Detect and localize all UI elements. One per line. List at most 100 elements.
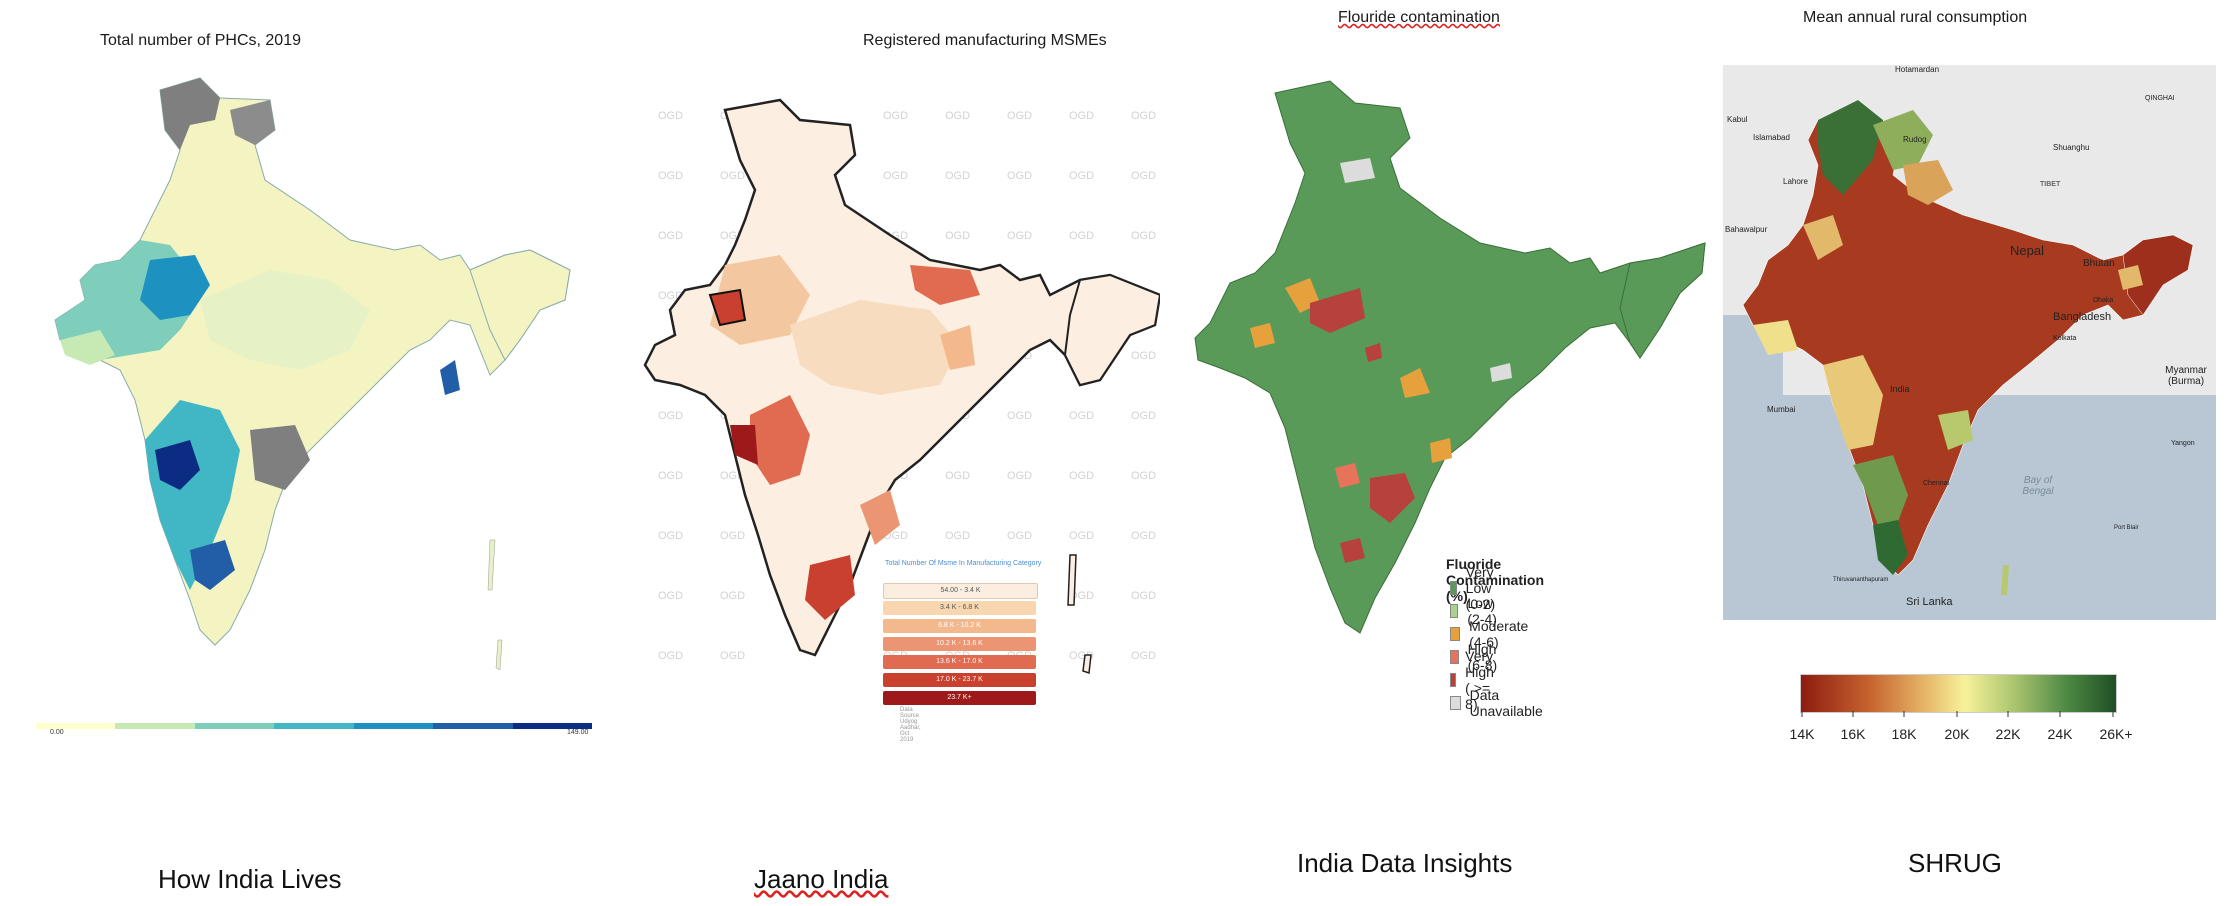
watermark-text: OGD [1007, 530, 1033, 542]
place-label: QINGHAI [2145, 95, 2175, 102]
legend-label: Very Low (0-2) [1465, 564, 1496, 612]
watermark-text: OGD [720, 170, 746, 182]
watermark-text: OGD [1007, 170, 1033, 182]
region-nodata [230, 100, 275, 145]
region-nodata [1490, 363, 1512, 382]
region-moderate [1250, 323, 1275, 348]
watermark-text: OGD [1069, 470, 1095, 482]
region-north-green [1873, 110, 1933, 170]
region-ne-yellow [2118, 265, 2143, 290]
watermark-text: OGD [1131, 350, 1157, 362]
place-label: India [1890, 384, 1910, 394]
region-central [790, 300, 960, 395]
panel-caption: How India Lives [158, 864, 342, 894]
gradient-tick-label: 24K [2047, 726, 2073, 742]
region-yellow [1803, 215, 1843, 260]
panel-title: Registered manufacturing MSMEs [863, 32, 1107, 49]
region-very-high [1370, 473, 1415, 523]
watermark-text: OGD [1131, 170, 1157, 182]
watermark-text: OGD [1131, 590, 1157, 602]
region-northeast [2122, 234, 2194, 316]
place-label: Rudog [1903, 135, 1927, 144]
place-label: Islamabad [1753, 133, 1790, 142]
region-high [750, 395, 810, 485]
islands [487, 539, 496, 591]
gradient-tick-label: 16K [1840, 726, 1866, 742]
india-map-fluoride [1194, 80, 1706, 634]
region-low [60, 330, 115, 365]
watermark-text: OGD [945, 170, 971, 182]
legend-swatch [1450, 696, 1461, 710]
islands [1067, 554, 1077, 606]
gradient-tick-label: 20K [1944, 726, 1970, 742]
region-orange [1903, 160, 1953, 205]
region-nodata [160, 78, 220, 150]
watermark-text: OGD [1069, 230, 1095, 242]
legend-label: Very High ( >= 8) [1465, 648, 1494, 712]
watermark-text: OGD [1131, 650, 1157, 662]
region-central [200, 270, 370, 370]
region-high [1335, 463, 1360, 488]
watermark-text: OGD [1131, 230, 1157, 242]
watermark-text: OGD [658, 530, 684, 542]
watermark-text: OGD [1007, 230, 1033, 242]
gradient-tick-label: 26K+ [2099, 726, 2133, 742]
watermark-text: OGD [658, 650, 684, 662]
region-very-high [1365, 343, 1382, 362]
legend-item: Very Low (0-2) [1450, 564, 1501, 612]
place-label: Chennai [1923, 480, 1950, 487]
panel-caption: Jaano India [754, 864, 888, 895]
watermark-text: OGD [658, 470, 684, 482]
watermark-text: OGD [1069, 530, 1095, 542]
watermark-text: OGD [945, 530, 971, 542]
region-north-green [1818, 100, 1883, 195]
watermark-text: OGD [658, 110, 684, 122]
place-label: Yangon [2171, 440, 2195, 447]
panel-title: Mean annual rural consumption [1803, 9, 2028, 26]
legend-swatch [194, 723, 275, 729]
place-label: Myanmar (Burma) [2165, 365, 2207, 387]
place-label: Kolkata [2053, 335, 2077, 342]
india-map-consumption [1742, 99, 2194, 595]
basemap-frame: Hotamardan QINGHAI Kabul Islamabad Lahor… [1723, 65, 2216, 620]
place-label: Dhaka [2093, 297, 2114, 304]
region-moderate [1430, 438, 1452, 463]
watermark-text: OGD [1069, 110, 1095, 122]
region-very-high [190, 540, 235, 590]
region-east [940, 325, 975, 370]
msme-source: Data Source Udyog Aadhar, Oct 2019 [900, 707, 921, 743]
watermark-text: OGD [1131, 110, 1157, 122]
region-south-green [1853, 455, 1908, 535]
region-west-yellow [1823, 355, 1883, 450]
place-label: Bangladesh [2053, 311, 2112, 323]
watermark-text: OGD [658, 410, 684, 422]
watermark-text: OGD [945, 470, 971, 482]
panel-caption: SHRUG [1908, 848, 2002, 878]
region-moderate [1400, 368, 1430, 398]
region-very-high [730, 425, 758, 465]
place-label: Bay of Bengal [2022, 475, 2054, 497]
watermark-text: OGD [883, 110, 909, 122]
legend-swatch [36, 723, 116, 729]
legend-min-label: 0.00 [50, 729, 64, 736]
watermark-text: OGD [720, 590, 746, 602]
watermark-text: OGD [658, 170, 684, 182]
legend-item: 17.0 K - 23.7 K [883, 673, 1036, 687]
place-label: Hotamardan [1895, 65, 1940, 74]
watermark-text: OGD [1069, 410, 1095, 422]
legend-item: 10.2 K - 13.6 K [883, 637, 1036, 651]
gradient-tick-marks [1801, 711, 2114, 717]
watermark-text: OGD [1131, 530, 1157, 542]
legend-item: High (6-8) [1450, 641, 1502, 673]
fluoride-legend-title: Fluoride Contamination (%) [1446, 556, 1544, 604]
legend-label: Moderate (4-6) [1469, 618, 1529, 650]
gradient-tick-label: 22K [1995, 726, 2021, 742]
watermark-text: OGD [1131, 410, 1157, 422]
place-label: Nepal [2010, 243, 2044, 258]
region-northeast [1063, 273, 1160, 387]
place-label: Sri Lanka [1906, 596, 1953, 608]
legend-label: Low (2-4) [1467, 595, 1497, 627]
region-very-high [1310, 288, 1365, 333]
region-northeast [469, 249, 571, 361]
legend-item: 23.7 K+ [883, 691, 1036, 705]
